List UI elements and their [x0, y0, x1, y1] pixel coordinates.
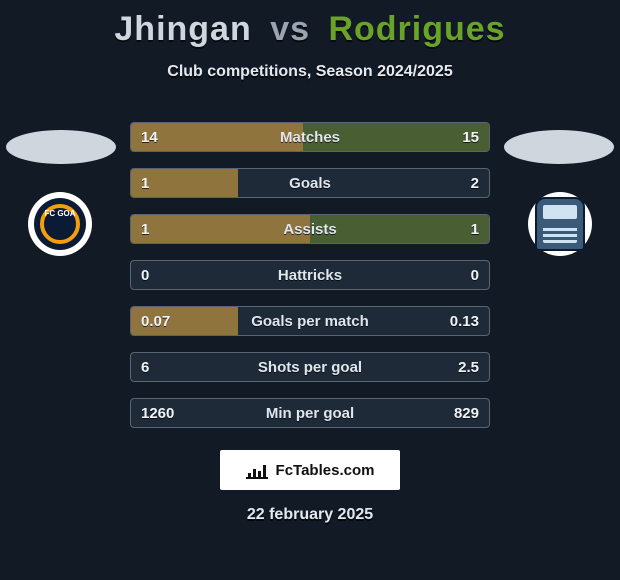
stat-row: 00Hattricks: [130, 260, 490, 290]
title-player1: Jhingan: [114, 10, 251, 48]
fc-goa-badge-icon: FC GOA: [34, 198, 86, 250]
stat-label: Min per goal: [131, 399, 489, 427]
team-left-logo: FC GOA: [28, 192, 92, 256]
stat-label: Assists: [131, 215, 489, 243]
title-player2: Rodrigues: [328, 10, 505, 48]
brand-text: FcTables.com: [276, 462, 375, 479]
brand-logo: FcTables.com: [220, 450, 400, 490]
stat-label: Goals: [131, 169, 489, 197]
stat-row: 1415Matches: [130, 122, 490, 152]
mumbai-city-badge-icon: [535, 197, 585, 251]
stat-label: Goals per match: [131, 307, 489, 335]
stat-row: 11Assists: [130, 214, 490, 244]
stat-label: Shots per goal: [131, 353, 489, 381]
right-ellipse: [504, 130, 614, 164]
comparison-card: Jhingan vs Rodrigues Club competitions, …: [0, 0, 620, 580]
stat-row: 62.5Shots per goal: [130, 352, 490, 382]
subtitle: Club competitions, Season 2024/2025: [0, 63, 620, 81]
title-vs: vs: [270, 10, 310, 48]
stats-table: 1415Matches 12Goals 11Assists 00Hattricks 0.…: [130, 122, 490, 444]
stat-row: 12Goals: [130, 168, 490, 198]
chart-icon: [246, 461, 268, 479]
left-ellipse: [6, 130, 116, 164]
stat-row: 0.070.13Goals per match: [130, 306, 490, 336]
team-right-logo: [528, 192, 592, 256]
fc-goa-badge-text: FC GOA: [34, 210, 86, 219]
stat-label: Hattricks: [131, 261, 489, 289]
page-title: Jhingan vs Rodrigues: [0, 0, 620, 49]
stat-row: 1260829Min per goal: [130, 398, 490, 428]
date-label: 22 february 2025: [0, 506, 620, 524]
stat-label: Matches: [131, 123, 489, 151]
